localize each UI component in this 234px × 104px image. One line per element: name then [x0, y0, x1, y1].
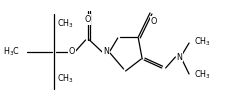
- Text: CH$_3$: CH$_3$: [194, 69, 211, 81]
- Text: O: O: [84, 15, 91, 24]
- Text: N: N: [103, 48, 109, 56]
- Text: O: O: [69, 48, 75, 56]
- Text: O: O: [151, 17, 157, 26]
- Text: CH$_3$: CH$_3$: [194, 36, 211, 48]
- Text: N: N: [176, 53, 182, 61]
- Text: CH$_3$: CH$_3$: [57, 72, 74, 85]
- Text: H$_3$C: H$_3$C: [3, 46, 20, 58]
- Text: CH$_3$: CH$_3$: [57, 18, 74, 30]
